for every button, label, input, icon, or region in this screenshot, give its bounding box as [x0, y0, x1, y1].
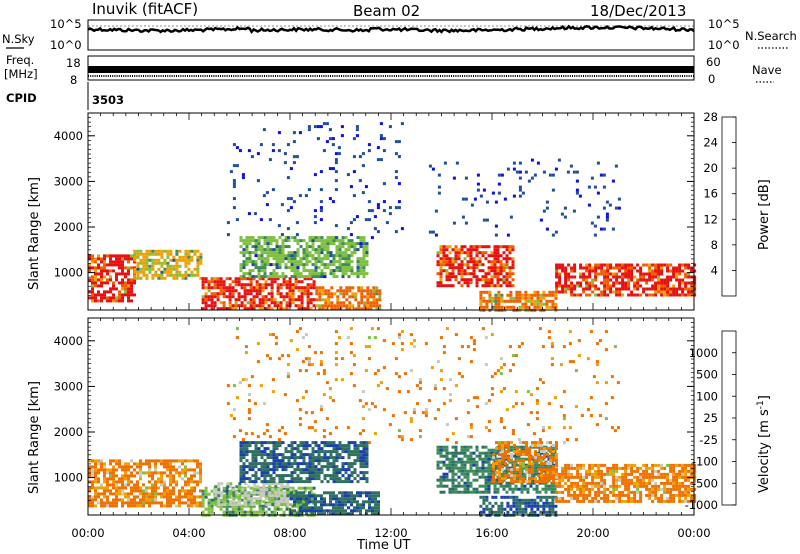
noise-sky-trace — [87, 24, 695, 34]
velocity-colorbar-tick-label: 1000 — [689, 346, 718, 360]
velocity-colorbar-label: Velocity [m s-1] — [756, 395, 772, 493]
noise-search-label: N.Search — [745, 29, 797, 43]
power-colorbar-tick-label: 24 — [703, 136, 718, 150]
velocity-colorbar-tick-label: 500 — [696, 368, 718, 382]
velocity-panel: 1000 2000 3000 4000 00:00 04:00 08:00 12:00 16:0… — [54, 317, 711, 540]
power-colorbar: 4 8 12 16 20 24 28 — [703, 110, 737, 297]
power-colorbar-tick-label: 20 — [703, 161, 718, 175]
velocity-echo-region — [555, 463, 697, 503]
velocity-ytick-label: 2000 — [54, 425, 83, 439]
velocity-ytick-label: 1000 — [54, 471, 83, 485]
power-colorbar-tick-label: 8 — [711, 238, 718, 252]
power-echo-region — [315, 286, 382, 311]
velocity-colorbar-tick-label: 25 — [703, 411, 718, 425]
velocity-colorbar-tick-label: -25 — [699, 433, 718, 447]
x-tick-label: 00:00 — [677, 526, 710, 540]
velocity-ytick-label: 4000 — [54, 334, 83, 348]
power-colorbar-tick-label: 16 — [703, 187, 718, 201]
velocity-ylabel: Slant Range [km] — [27, 381, 42, 494]
nave-right-tick-bottom: 0 — [708, 72, 715, 86]
velocity-colorbar-tick-label: -500 — [692, 476, 718, 490]
x-tick-label: 08:00 — [273, 526, 306, 540]
power-echo-region — [239, 236, 369, 279]
power-echo-region — [88, 254, 136, 303]
velocity-echo-region — [88, 459, 202, 508]
power-echo-region — [436, 245, 515, 288]
noise-panel: N.Sky 10^5 10^0 10^5 10^0 N.Search — [2, 17, 797, 52]
freq-left-tick-top: 18 — [66, 56, 81, 70]
x-tick-label: 16:00 — [475, 526, 508, 540]
power-echo-region — [479, 290, 558, 312]
cpid-label: CPID — [6, 91, 37, 105]
x-tick-label: 20:00 — [576, 526, 609, 540]
nave-label: Nave — [752, 63, 782, 77]
frequency-trace — [88, 66, 694, 73]
velocity-echo-region — [479, 495, 558, 517]
power-panel: 1000 2000 3000 4000 — [54, 112, 697, 312]
power-ytick-label: 2000 — [54, 220, 83, 234]
freq-label: Freq. — [6, 53, 34, 67]
velocity-echo-region — [214, 482, 293, 507]
beam-title: Beam 02 — [353, 2, 420, 20]
freq-left-tick-bottom: 8 — [70, 73, 77, 87]
nave-right-tick-top: 60 — [706, 55, 721, 69]
noise-left-tick-top: 10^5 — [50, 17, 82, 31]
velocity-colorbar-tick-label: 100 — [696, 389, 718, 403]
x-tick-label: 12:00 — [374, 526, 407, 540]
power-colorbar-tick-label: 12 — [703, 212, 718, 226]
frequency-panel: Freq. [MHz] 18 8 60 0 Nave — [4, 53, 782, 87]
power-colorbar-tick-label: 4 — [711, 263, 718, 277]
noise-left-tick-bottom: 10^0 — [50, 38, 82, 52]
power-ytick-label: 1000 — [54, 266, 83, 280]
cpid-row: CPID 3503 — [6, 82, 124, 110]
velocity-echo-region — [239, 441, 369, 484]
freq-unit-label: [MHz] — [4, 67, 38, 81]
noise-right-tick-bottom: 10^0 — [708, 38, 740, 52]
velocity-echo-region — [226, 327, 620, 445]
power-ylabel: Slant Range [km] — [27, 177, 42, 290]
power-echo-region — [555, 263, 697, 297]
velocity-colorbar-tick-label: -1000 — [685, 498, 718, 512]
date-title: 18/Dec/2013 — [590, 2, 686, 20]
station-title: Inuvik (fitACF) — [92, 0, 198, 18]
x-axis-label: Time UT — [356, 538, 410, 553]
power-ytick-label: 4000 — [54, 129, 83, 143]
noise-sky-label: N.Sky — [2, 32, 35, 46]
noise-right-tick-top: 10^5 — [708, 17, 740, 31]
power-colorbar-label: Power [dB] — [757, 179, 772, 250]
power-echo-region — [201, 277, 316, 311]
cpid-value: 3503 — [92, 93, 124, 107]
velocity-ytick-label: 3000 — [54, 379, 83, 393]
power-colorbar-tick-label: 28 — [703, 110, 718, 124]
power-echo-region — [428, 158, 621, 237]
velocity-echo-region — [492, 441, 558, 484]
power-ytick-label: 3000 — [54, 174, 83, 188]
velocity-echo-region — [290, 491, 380, 516]
x-tick-label: 00:00 — [71, 526, 104, 540]
x-tick-label: 04:00 — [172, 526, 205, 540]
power-echo-region — [133, 249, 203, 280]
power-echo-region — [226, 122, 404, 240]
velocity-colorbar-tick-label: -100 — [692, 455, 718, 469]
velocity-colorbar: 1000 500 100 25 -25 -100 -500 -1000 — [685, 330, 737, 512]
